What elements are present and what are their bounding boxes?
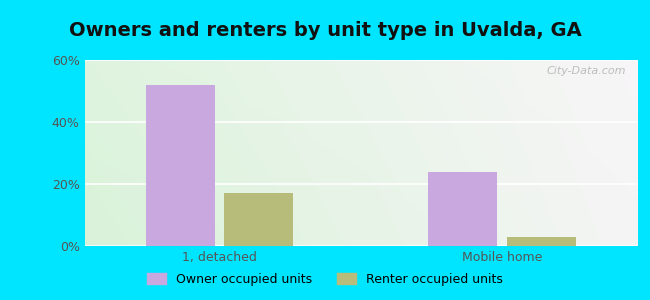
Text: Owners and renters by unit type in Uvalda, GA: Owners and renters by unit type in Uvald… [69, 21, 581, 40]
Legend: Owner occupied units, Renter occupied units: Owner occupied units, Renter occupied un… [142, 268, 508, 291]
Bar [146, 85, 214, 246]
Bar [428, 172, 497, 246]
Text: City-Data.com: City-Data.com [547, 66, 626, 76]
Bar [507, 237, 576, 246]
Bar [224, 193, 293, 246]
